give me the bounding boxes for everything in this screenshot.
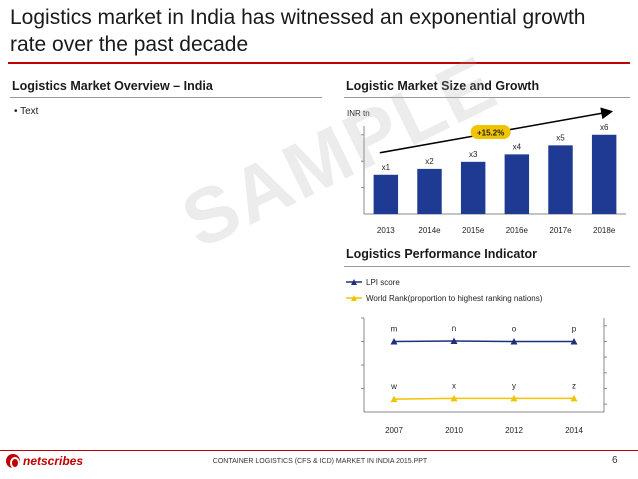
series-0-point-2007 [390, 338, 398, 345]
series-1-label-2012: y [512, 381, 516, 390]
x-tick-label-2015e: 2015e [462, 226, 485, 235]
cagr-badge [470, 125, 511, 140]
cagr-label: +15.2% [477, 129, 504, 138]
bar-chart-divider [344, 97, 630, 98]
page-number: 6 [612, 455, 618, 466]
title-divider [8, 62, 630, 64]
bar-label-2017e: x5 [556, 133, 565, 142]
bar-chart: INR tn x1 2013 x2 2014e x3 2015e x4 2016e x5 2017e… [347, 107, 626, 235]
footer-text: CONTAINER LOGISTICS (CFS & ICD) MARKET I… [212, 458, 428, 465]
series-1-point-2007 [390, 395, 398, 403]
x-tick-label-2018e: 2018e [593, 226, 616, 235]
line-chart-title: Logistics Performance Indicator [346, 247, 538, 261]
legend-label-0: LPI score [366, 278, 400, 287]
x-tick-label-2007: 2007 [385, 426, 403, 435]
x-tick-label-2017e: 2017e [549, 226, 572, 235]
series-1-point-2010 [450, 394, 458, 402]
series-1-label-2007: w [390, 382, 397, 391]
logo-text: netscribes [23, 454, 84, 468]
bar-2018e [591, 134, 617, 214]
x-tick-label-2012: 2012 [505, 426, 523, 435]
bar-2016e [504, 154, 530, 214]
bar-label-2015e: x3 [469, 150, 478, 159]
bar-label-2016e: x4 [513, 142, 522, 151]
series-0-label-2007: m [391, 325, 398, 334]
bar-2017e [548, 145, 573, 214]
bullet-item: • Text [14, 106, 39, 117]
series-0-point-2010 [450, 337, 458, 345]
y-axis-label: INR tn [347, 109, 370, 118]
left-section-divider [10, 97, 322, 98]
bar-chart-title: Logistic Market Size and Growth [346, 79, 540, 93]
page-title: Logistics market in India has witnessed … [10, 6, 586, 56]
series-1-label-2014: z [572, 381, 576, 390]
legend-marker-icon-0 [351, 279, 357, 285]
series-0-point-2012 [510, 338, 518, 345]
x-tick-label-2016e: 2016e [506, 226, 529, 235]
x-tick-label-2014: 2014 [565, 426, 583, 435]
left-section-title: Logistics Market Overview – India [12, 79, 213, 93]
legend-label-1: World Rank(proportion to highest ranking… [366, 294, 543, 303]
x-tick-label-2013: 2013 [377, 226, 395, 235]
series-1-point-2014 [570, 394, 578, 402]
series-line-1 [393, 397, 574, 400]
legend-marker-icon-1 [351, 295, 357, 301]
series-1-label-2010: x [452, 381, 456, 390]
logo-mark-icon [6, 454, 20, 469]
x-tick-label-2010: 2010 [445, 426, 463, 435]
line-chart-divider [344, 266, 630, 267]
netscribes-logo: netscribes [6, 454, 84, 469]
series-0-label-2010: n [452, 324, 456, 333]
bar-label-2018e: x6 [600, 123, 609, 132]
series-0-label-2012: o [512, 325, 517, 334]
bar-2013 [373, 174, 399, 214]
bar-label-2013: x1 [382, 163, 391, 172]
x-tick-label-2014e: 2014e [418, 226, 441, 235]
series-0-point-2014 [570, 338, 578, 345]
bar-2015e [460, 161, 486, 214]
bar-2014e [417, 168, 442, 214]
line-chart: LPI score World Rank(proportion to highes… [346, 278, 607, 435]
series-1-point-2012 [510, 394, 518, 402]
bar-label-2014e: x2 [425, 157, 434, 166]
bullet-text: Text [20, 106, 39, 117]
series-0-label-2014: p [572, 325, 577, 334]
footer-divider [0, 450, 638, 451]
